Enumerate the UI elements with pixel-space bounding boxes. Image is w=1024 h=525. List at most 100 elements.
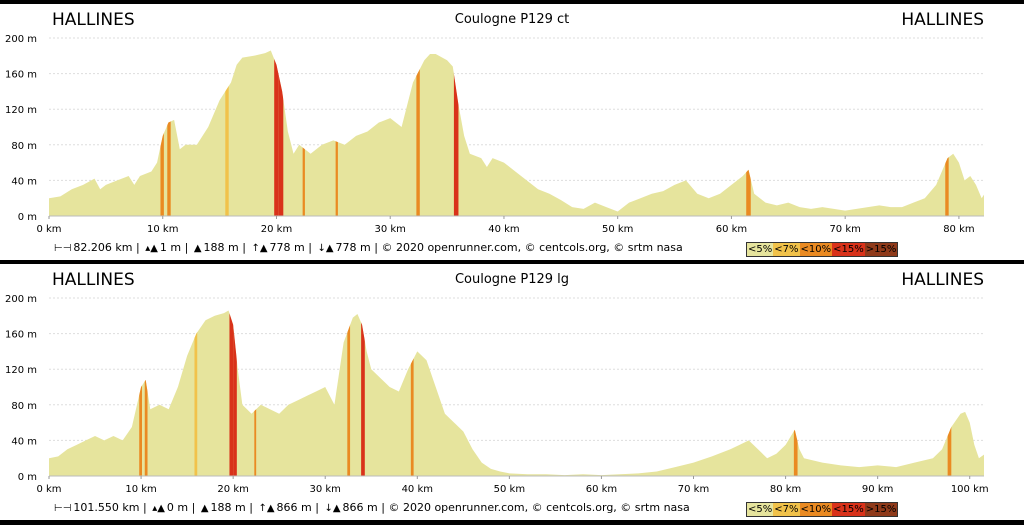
grade-band (793, 310, 798, 476)
ascent-icon: ↑▲ (251, 243, 268, 254)
grade-band (945, 50, 949, 216)
grade-band (278, 50, 284, 216)
ascent-value: 778 m (269, 241, 305, 254)
min-altitude-icon: ▴▲ (152, 503, 165, 514)
grade-band (254, 310, 257, 476)
x-tick-label: 40 km (402, 484, 433, 495)
start-place-label: HALLINES (52, 270, 135, 290)
x-tick-label: 0 km (36, 484, 61, 495)
grade-band (160, 50, 164, 216)
y-tick-label: 200 m (5, 34, 37, 45)
route-stats: ⊢⊣ 101.550 km | ▴▲ 0 m | ▲ 188 m | ↑▲ 866 m … (54, 501, 690, 514)
x-tick-label: 70 km (829, 224, 860, 235)
legend-lt7: <7% (773, 503, 800, 516)
profile-panel-short: HALLINES Coulogne P129 ct HALLINES 0 m 40… (0, 4, 1024, 260)
max-altitude-icon: ▲ (193, 243, 202, 254)
x-tick-label: 100 km (951, 484, 989, 495)
max-altitude-value: 188 m (210, 501, 246, 514)
chart-title: Coulogne P129 lg (454, 272, 570, 287)
legend-lt5: <5% (747, 503, 774, 516)
elevation-area (49, 310, 984, 476)
legend-lt5: <5% (747, 243, 774, 256)
legend-gt15: >15% (864, 503, 898, 516)
x-tick-label: 80 km (770, 484, 801, 495)
x-tick-label: 70 km (678, 484, 709, 495)
ascent-value: 866 m (276, 501, 312, 514)
descent-icon: ↓▲ (324, 503, 341, 514)
x-tick-label: 20 km (217, 484, 248, 495)
credits-text: © 2020 openrunner.com, © centcols.org, ©… (381, 241, 683, 254)
y-tick-label: 40 m (11, 436, 37, 447)
grade-band (225, 50, 229, 216)
x-tick-label: 10 km (125, 484, 156, 495)
y-tick-label: 120 m (5, 365, 37, 376)
legend-lt15: <15% (832, 503, 865, 516)
descent-icon: ↓▲ (317, 243, 334, 254)
legend-lt10: <10% (799, 243, 833, 256)
max-altitude-icon: ▲ (200, 503, 209, 514)
min-altitude-value: 0 m (166, 501, 189, 514)
grade-legend: <5% <7% <10% <15% >15% (746, 502, 899, 517)
grade-band (302, 50, 305, 216)
x-tick-label: 20 km (261, 224, 292, 235)
y-tick-label: 0 m (18, 472, 37, 483)
credits-text: © 2020 openrunner.com, © centcols.org, ©… (388, 501, 690, 514)
grade-band (194, 310, 198, 476)
x-tick-label: 60 km (586, 484, 617, 495)
min-altitude-value: 1 m (159, 241, 182, 254)
distance-value: 82.206 km (73, 241, 133, 254)
elevation-chart: 0 m 40 m 80 m 120 m 160 m 200 m 0 km 10 km 20 km… (5, 34, 984, 235)
grade-band (139, 310, 142, 476)
grade-band (233, 310, 237, 476)
distance-icon: ⊢⊣ (54, 503, 72, 514)
x-tick-label: 40 km (488, 224, 519, 235)
profile-panel-long: HALLINES Coulogne P129 lg HALLINES 0 m 40… (0, 264, 1024, 520)
x-tick-label: 90 km (862, 484, 893, 495)
x-tick-label: 50 km (602, 224, 633, 235)
grade-band (453, 50, 459, 216)
x-tick-label: 60 km (716, 224, 747, 235)
y-tick-label: 0 m (18, 212, 37, 223)
x-tick-label: 30 km (309, 484, 340, 495)
x-tick-label: 50 km (494, 484, 525, 495)
x-tick-label: 10 km (147, 224, 178, 235)
distance-value: 101.550 km (73, 501, 140, 514)
legend-lt15: <15% (832, 243, 865, 256)
distance-icon: ⊢⊣ (54, 243, 72, 254)
grade-band (229, 310, 234, 476)
grade-bands (160, 50, 949, 216)
y-tick-label: 160 m (5, 70, 37, 81)
y-tick-label: 80 m (11, 141, 37, 152)
ascent-icon: ↑▲ (258, 503, 275, 514)
grade-band (410, 310, 414, 476)
chart-title: Coulogne P129 ct (454, 12, 570, 27)
y-tick-label: 120 m (5, 105, 37, 116)
grade-band (167, 50, 171, 216)
end-place-label: HALLINES (901, 10, 984, 30)
end-place-label: HALLINES (901, 270, 984, 290)
grade-band (947, 310, 952, 476)
descent-value: 778 m (335, 241, 371, 254)
x-tick-label: 0 km (36, 224, 61, 235)
y-tick-label: 200 m (5, 294, 37, 305)
y-tick-label: 80 m (11, 401, 37, 412)
x-tick-label: 80 km (943, 224, 974, 235)
y-tick-label: 160 m (5, 330, 37, 341)
grade-band (361, 310, 365, 476)
legend-lt10: <10% (799, 503, 833, 516)
legend-lt7: <7% (773, 243, 800, 256)
route-stats: ⊢⊣ 82.206 km | ▴▲ 1 m | ▲ 188 m | ↑▲ 778 m |… (54, 241, 683, 254)
grade-band (274, 50, 279, 216)
grade-band (144, 310, 148, 476)
legend-gt15: >15% (864, 243, 898, 256)
grade-band (746, 50, 751, 216)
start-place-label: HALLINES (52, 10, 135, 30)
descent-value: 866 m (342, 501, 378, 514)
grade-band (416, 50, 420, 216)
x-tick-label: 30 km (374, 224, 405, 235)
elevation-chart: 0 m 40 m 80 m 120 m 160 m 200 m 0 km 10 km 20 km… (5, 294, 989, 495)
grade-band (347, 310, 351, 476)
elevation-area (49, 50, 984, 217)
grade-legend: <5% <7% <10% <15% >15% (746, 242, 899, 257)
max-altitude-value: 188 m (203, 241, 239, 254)
